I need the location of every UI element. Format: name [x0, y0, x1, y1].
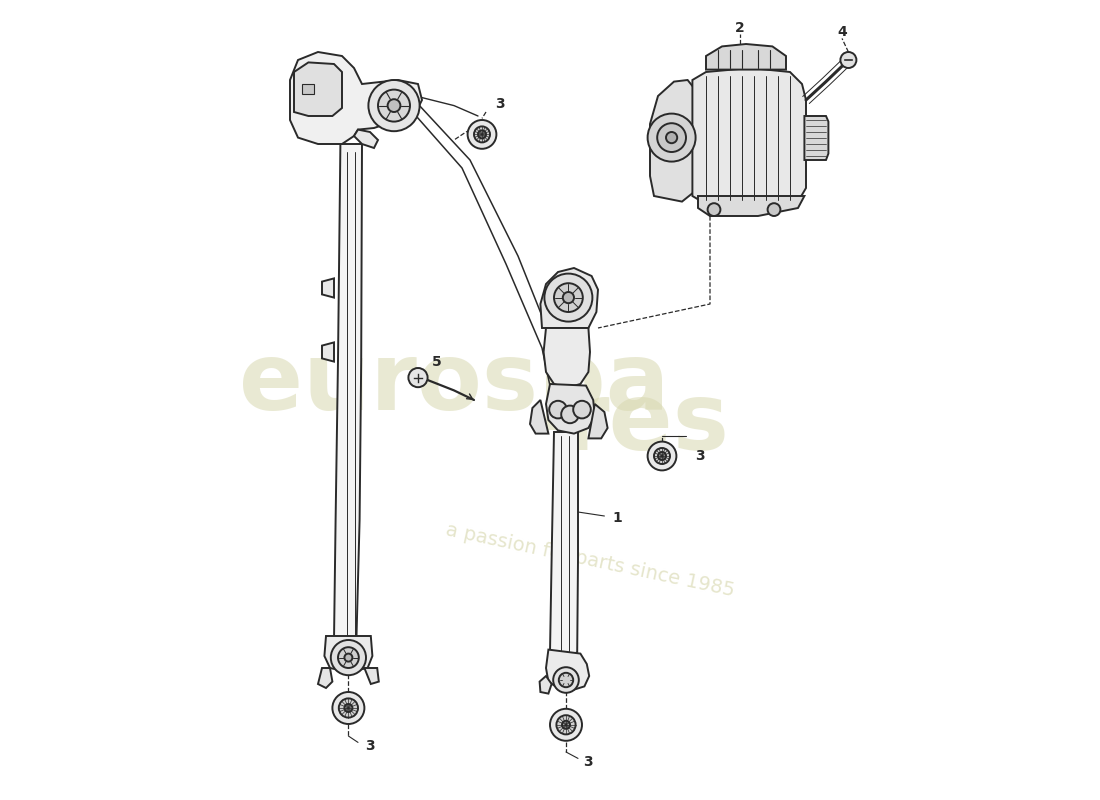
- Polygon shape: [324, 636, 373, 672]
- Text: 3: 3: [695, 449, 705, 463]
- Circle shape: [474, 126, 490, 142]
- Polygon shape: [550, 432, 578, 656]
- Circle shape: [563, 292, 574, 303]
- Circle shape: [553, 667, 579, 693]
- Circle shape: [344, 704, 352, 712]
- Polygon shape: [706, 44, 786, 70]
- Polygon shape: [530, 400, 549, 434]
- Text: 5: 5: [431, 354, 441, 369]
- Circle shape: [559, 673, 573, 687]
- Circle shape: [549, 401, 566, 418]
- Text: 4: 4: [837, 25, 847, 39]
- Circle shape: [368, 80, 419, 131]
- Circle shape: [468, 120, 496, 149]
- Circle shape: [840, 52, 857, 68]
- Polygon shape: [354, 130, 378, 148]
- Text: 2: 2: [735, 21, 745, 35]
- Circle shape: [707, 203, 721, 216]
- Polygon shape: [322, 278, 334, 298]
- Polygon shape: [290, 52, 422, 144]
- Circle shape: [387, 99, 400, 112]
- Circle shape: [331, 640, 366, 675]
- Polygon shape: [318, 668, 332, 688]
- Polygon shape: [692, 68, 806, 208]
- Circle shape: [344, 654, 352, 662]
- Circle shape: [657, 123, 686, 152]
- Circle shape: [658, 452, 666, 460]
- Polygon shape: [650, 80, 694, 202]
- Polygon shape: [546, 384, 595, 434]
- Circle shape: [338, 647, 359, 668]
- Text: 3: 3: [495, 97, 505, 111]
- Circle shape: [654, 448, 670, 464]
- Circle shape: [544, 274, 593, 322]
- Circle shape: [408, 368, 428, 387]
- Polygon shape: [294, 62, 342, 116]
- Circle shape: [562, 721, 570, 729]
- Circle shape: [573, 401, 591, 418]
- Polygon shape: [364, 668, 378, 684]
- Text: a passion for parts since 1985: a passion for parts since 1985: [443, 520, 736, 600]
- Text: 1: 1: [613, 511, 623, 526]
- Circle shape: [666, 132, 678, 143]
- Circle shape: [561, 406, 579, 423]
- Polygon shape: [804, 116, 828, 160]
- Text: 3: 3: [584, 754, 593, 769]
- Circle shape: [648, 114, 695, 162]
- Polygon shape: [588, 404, 607, 438]
- Circle shape: [554, 283, 583, 312]
- Text: eurospa: eurospa: [239, 338, 669, 430]
- Circle shape: [378, 90, 410, 122]
- Circle shape: [478, 130, 486, 138]
- Circle shape: [648, 442, 676, 470]
- Polygon shape: [546, 650, 590, 690]
- Polygon shape: [540, 676, 551, 694]
- Polygon shape: [334, 144, 362, 644]
- Circle shape: [557, 715, 575, 734]
- Polygon shape: [698, 196, 804, 216]
- Circle shape: [332, 692, 364, 724]
- Circle shape: [768, 203, 780, 216]
- Polygon shape: [322, 342, 334, 362]
- Polygon shape: [540, 268, 598, 328]
- Polygon shape: [543, 328, 590, 388]
- Text: res: res: [562, 378, 729, 470]
- Circle shape: [339, 698, 358, 718]
- Text: 3: 3: [365, 738, 375, 753]
- Polygon shape: [302, 84, 313, 94]
- Circle shape: [550, 709, 582, 741]
